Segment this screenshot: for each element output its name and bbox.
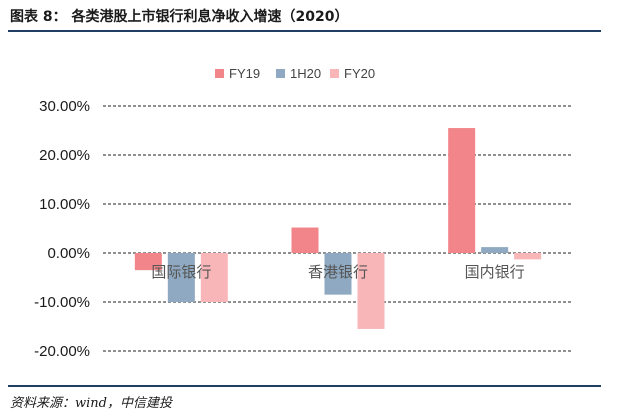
- bar: [200, 253, 228, 302]
- bar: [134, 253, 162, 271]
- legend-swatch: [276, 69, 285, 78]
- legend-swatch: [215, 69, 224, 78]
- y-tick-label: 20.00%: [39, 147, 90, 164]
- bars: [134, 128, 542, 329]
- legend-label: FY19: [229, 66, 260, 81]
- bar: [324, 253, 352, 295]
- y-tick-label: 30.00%: [39, 98, 90, 115]
- bar: [481, 247, 509, 253]
- bar: [291, 227, 319, 253]
- source-note: 资料来源：wind，中信建投: [10, 396, 172, 411]
- bar: [357, 253, 385, 329]
- y-tick-label: -10.00%: [34, 294, 90, 311]
- bar: [448, 128, 476, 253]
- chart-title: 图表 8： 各类港股上市银行利息净收入增速（2020）: [10, 9, 349, 25]
- y-axis-tick-labels: 30.00% 20.00% 10.00% 0.00% -10.00% -20.00%: [34, 98, 90, 360]
- grid-lines: [103, 105, 573, 352]
- title-divider: [8, 30, 601, 32]
- category-labels: 国际银行 香港银行 国内银行: [151, 264, 524, 281]
- y-tick-label: -20.00%: [34, 343, 90, 360]
- legend-swatch: [330, 69, 339, 78]
- source-divider: [8, 385, 601, 387]
- bar: [167, 253, 195, 302]
- category-label: 国内银行: [465, 264, 525, 281]
- legend-label: 1H20: [290, 66, 321, 81]
- y-tick-label: 0.00%: [47, 245, 90, 262]
- y-tick-label: 10.00%: [39, 196, 90, 213]
- legend: FY19 1H20 FY20: [215, 66, 375, 81]
- legend-label: FY20: [344, 66, 375, 81]
- bar: [514, 253, 542, 260]
- category-label: 国际银行: [151, 264, 211, 281]
- category-label: 香港银行: [308, 264, 368, 281]
